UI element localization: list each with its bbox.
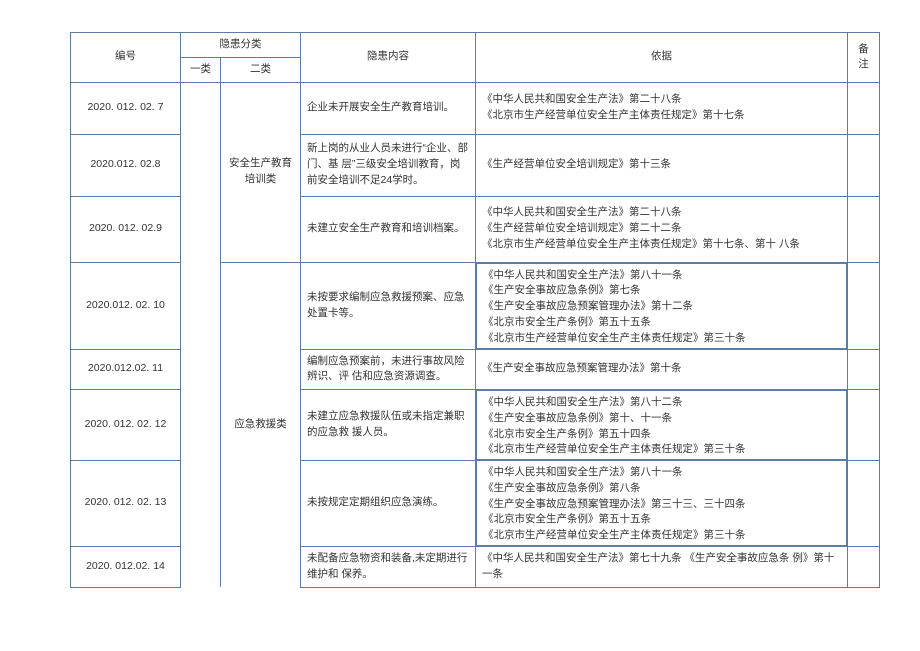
th-id: 编号: [71, 33, 181, 83]
cell-content: 未按要求编制应急救援预案、应急处置卡等。: [301, 262, 476, 349]
page-container: 编号 隐患分类 隐患内容 依据 备注 一类 二类 2020. 012. 02. …: [0, 0, 920, 651]
cell-cat1: [181, 82, 221, 587]
th-category: 隐患分类: [181, 33, 301, 58]
cell-content: 编制应急预案前，未进行事故风险辨识、评 估和应急资源调查。: [301, 349, 476, 390]
cell-id: 2020.012.02. 11: [71, 349, 181, 390]
cell-content: 未建立应急救援队伍或未指定兼职的应急救 援人员。: [301, 390, 476, 461]
cell-note: [848, 390, 880, 461]
cell-content: 企业未开展安全生产教育培训。: [301, 82, 476, 134]
th-cat1: 一类: [181, 57, 221, 82]
th-basis: 依据: [476, 33, 848, 83]
cell-basis: 《生产安全事故应急预案管理办法》第十条: [476, 349, 848, 390]
cell-content: 未配备应急物资和装备,未定期进行维护和 保养。: [301, 547, 476, 588]
cell-note: [848, 262, 880, 349]
hazard-table: 编号 隐患分类 隐患内容 依据 备注 一类 二类 2020. 012. 02. …: [70, 32, 880, 588]
cell-note: [848, 349, 880, 390]
cell-id: 2020. 012. 02. 12: [71, 390, 181, 461]
cell-note: [848, 134, 880, 196]
cell-note: [848, 547, 880, 588]
cell-id: 2020.012. 02.8: [71, 134, 181, 196]
cell-basis: 《中华人民共和国安全生产法》第八十二条 《生产安全事故应急条例》第十、十一条 《…: [476, 390, 847, 460]
cell-note: [848, 82, 880, 134]
cell-content: 未按规定定期组织应急演练。: [301, 460, 476, 547]
cell-note: [848, 196, 880, 262]
cell-basis: 《中华人民共和国安全生产法》第二十八条 《北京市生产经营单位安全生产主体责任规定…: [476, 82, 848, 134]
cell-id: 2020. 012. 02.9: [71, 196, 181, 262]
cell-basis: 《中华人民共和国安全生产法》第七十九条 《生产安全事故应急条 例》第十一条: [476, 547, 848, 588]
header-row-1: 编号 隐患分类 隐患内容 依据 备注: [71, 33, 880, 58]
cell-basis: 《中华人民共和国安全生产法》第八十一条 《生产安全事故应急条例》第八条 《生产安…: [476, 460, 847, 546]
cell-basis: 《中华人民共和国安全生产法》第二十八条 《生产经营单位安全培训规定》第二十二条 …: [476, 196, 848, 262]
cell-id: 2020. 012.02. 14: [71, 547, 181, 588]
th-note: 备注: [848, 33, 880, 83]
cell-basis: 《中华人民共和国安全生产法》第八十一条 《生产安全事故应急条例》第七条 《生产安…: [476, 263, 847, 349]
cell-id: 2020. 012. 02. 13: [71, 460, 181, 547]
cell-id: 2020.012. 02. 10: [71, 262, 181, 349]
cell-basis: 《生产经营单位安全培训规定》第十三条: [476, 134, 848, 196]
th-content: 隐患内容: [301, 33, 476, 83]
cell-cat2-group1: 安全生产教育 培训类: [221, 82, 301, 262]
cell-note: [848, 460, 880, 547]
table-row: 2020. 012. 02. 7 安全生产教育 培训类 企业未开展安全生产教育培…: [71, 82, 880, 134]
cell-content: 新上岗的从业人员未进行“企业、部门、基 层”三级安全培训教育，岗前安全培训不足2…: [301, 134, 476, 196]
th-cat2: 二类: [221, 57, 301, 82]
cell-id: 2020. 012. 02. 7: [71, 82, 181, 134]
cell-cat2-group2: 应急救援类: [221, 262, 301, 587]
cell-content: 未建立安全生产教育和培训档案。: [301, 196, 476, 262]
